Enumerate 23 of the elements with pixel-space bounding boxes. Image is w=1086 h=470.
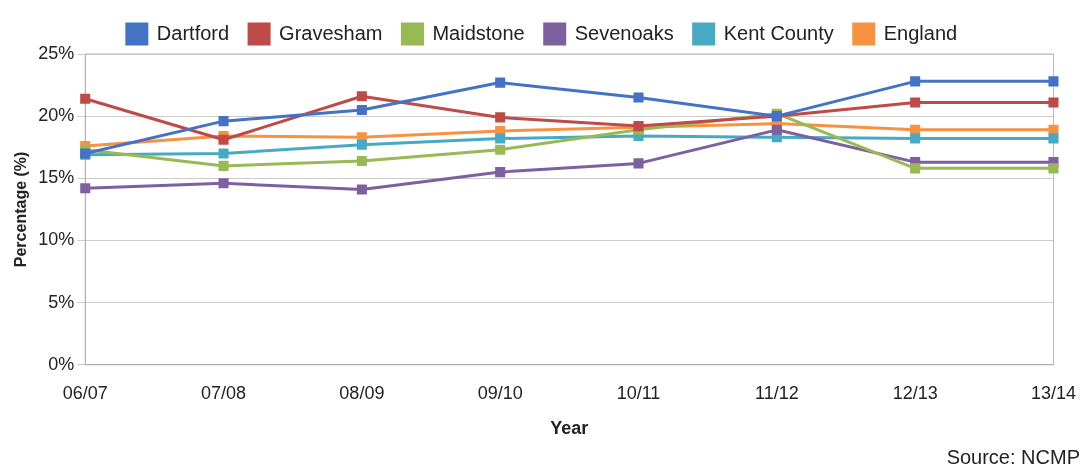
y-tick-label: 20% bbox=[38, 105, 75, 126]
x-tick-label: 12/13 bbox=[892, 382, 938, 403]
x-tick-label: 10/11 bbox=[616, 382, 661, 403]
y-tick-label: 25% bbox=[38, 42, 75, 63]
y-tick-label: 5% bbox=[48, 291, 75, 312]
legend-label: Dartford bbox=[156, 21, 230, 44]
x-axis-title: Year bbox=[550, 418, 589, 439]
y-tick-label: 0% bbox=[48, 353, 75, 374]
legend-label: Maidstone bbox=[432, 21, 525, 44]
x-tick-label: 07/08 bbox=[201, 382, 247, 403]
source-note: Source: NCMP bbox=[946, 445, 1080, 468]
legend-label: England bbox=[883, 21, 958, 44]
y-tick-label: 15% bbox=[38, 167, 75, 188]
legend-label: Kent County bbox=[723, 21, 834, 44]
y-tick-label: 10% bbox=[38, 229, 75, 250]
x-tick-label: 13/14 bbox=[1030, 382, 1076, 403]
x-tick-label: 08/09 bbox=[339, 382, 385, 403]
x-tick-label: 11/12 bbox=[754, 382, 799, 403]
x-tick-label: 09/10 bbox=[477, 382, 523, 403]
y-axis-title: Percentage (%) bbox=[12, 151, 30, 268]
x-tick-label: 06/07 bbox=[62, 382, 108, 403]
legend-label: Gravesham bbox=[279, 21, 383, 44]
legend-label: Sevenoaks bbox=[574, 21, 674, 44]
